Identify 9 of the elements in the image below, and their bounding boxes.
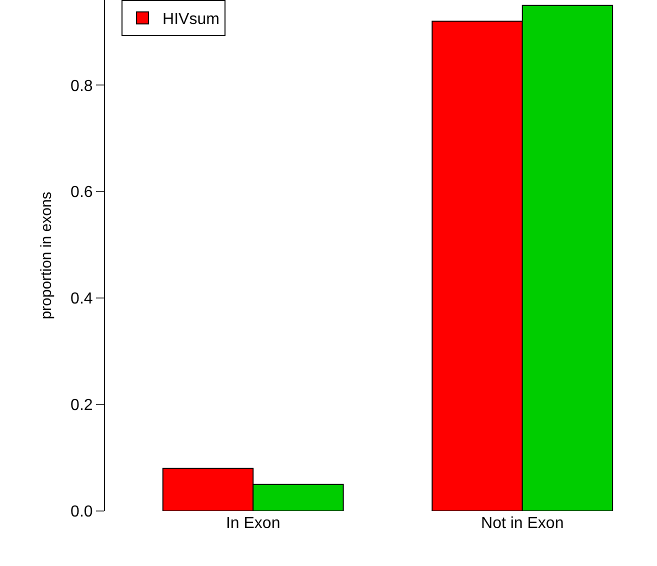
legend-label: HIVsum — [162, 11, 220, 28]
x-tick-label: Not in Exon — [481, 515, 564, 532]
x-tick-label: In Exon — [226, 515, 280, 532]
y-tick-label: 0.6 — [70, 184, 93, 202]
y-tick-label: 0.2 — [70, 397, 93, 414]
y-tick-label: 0.4 — [70, 290, 93, 308]
y-tick-label: 0.8 — [70, 78, 93, 95]
y-tick-label: 0.0 — [70, 504, 93, 521]
y-axis-title: proportion in exons — [38, 192, 55, 320]
